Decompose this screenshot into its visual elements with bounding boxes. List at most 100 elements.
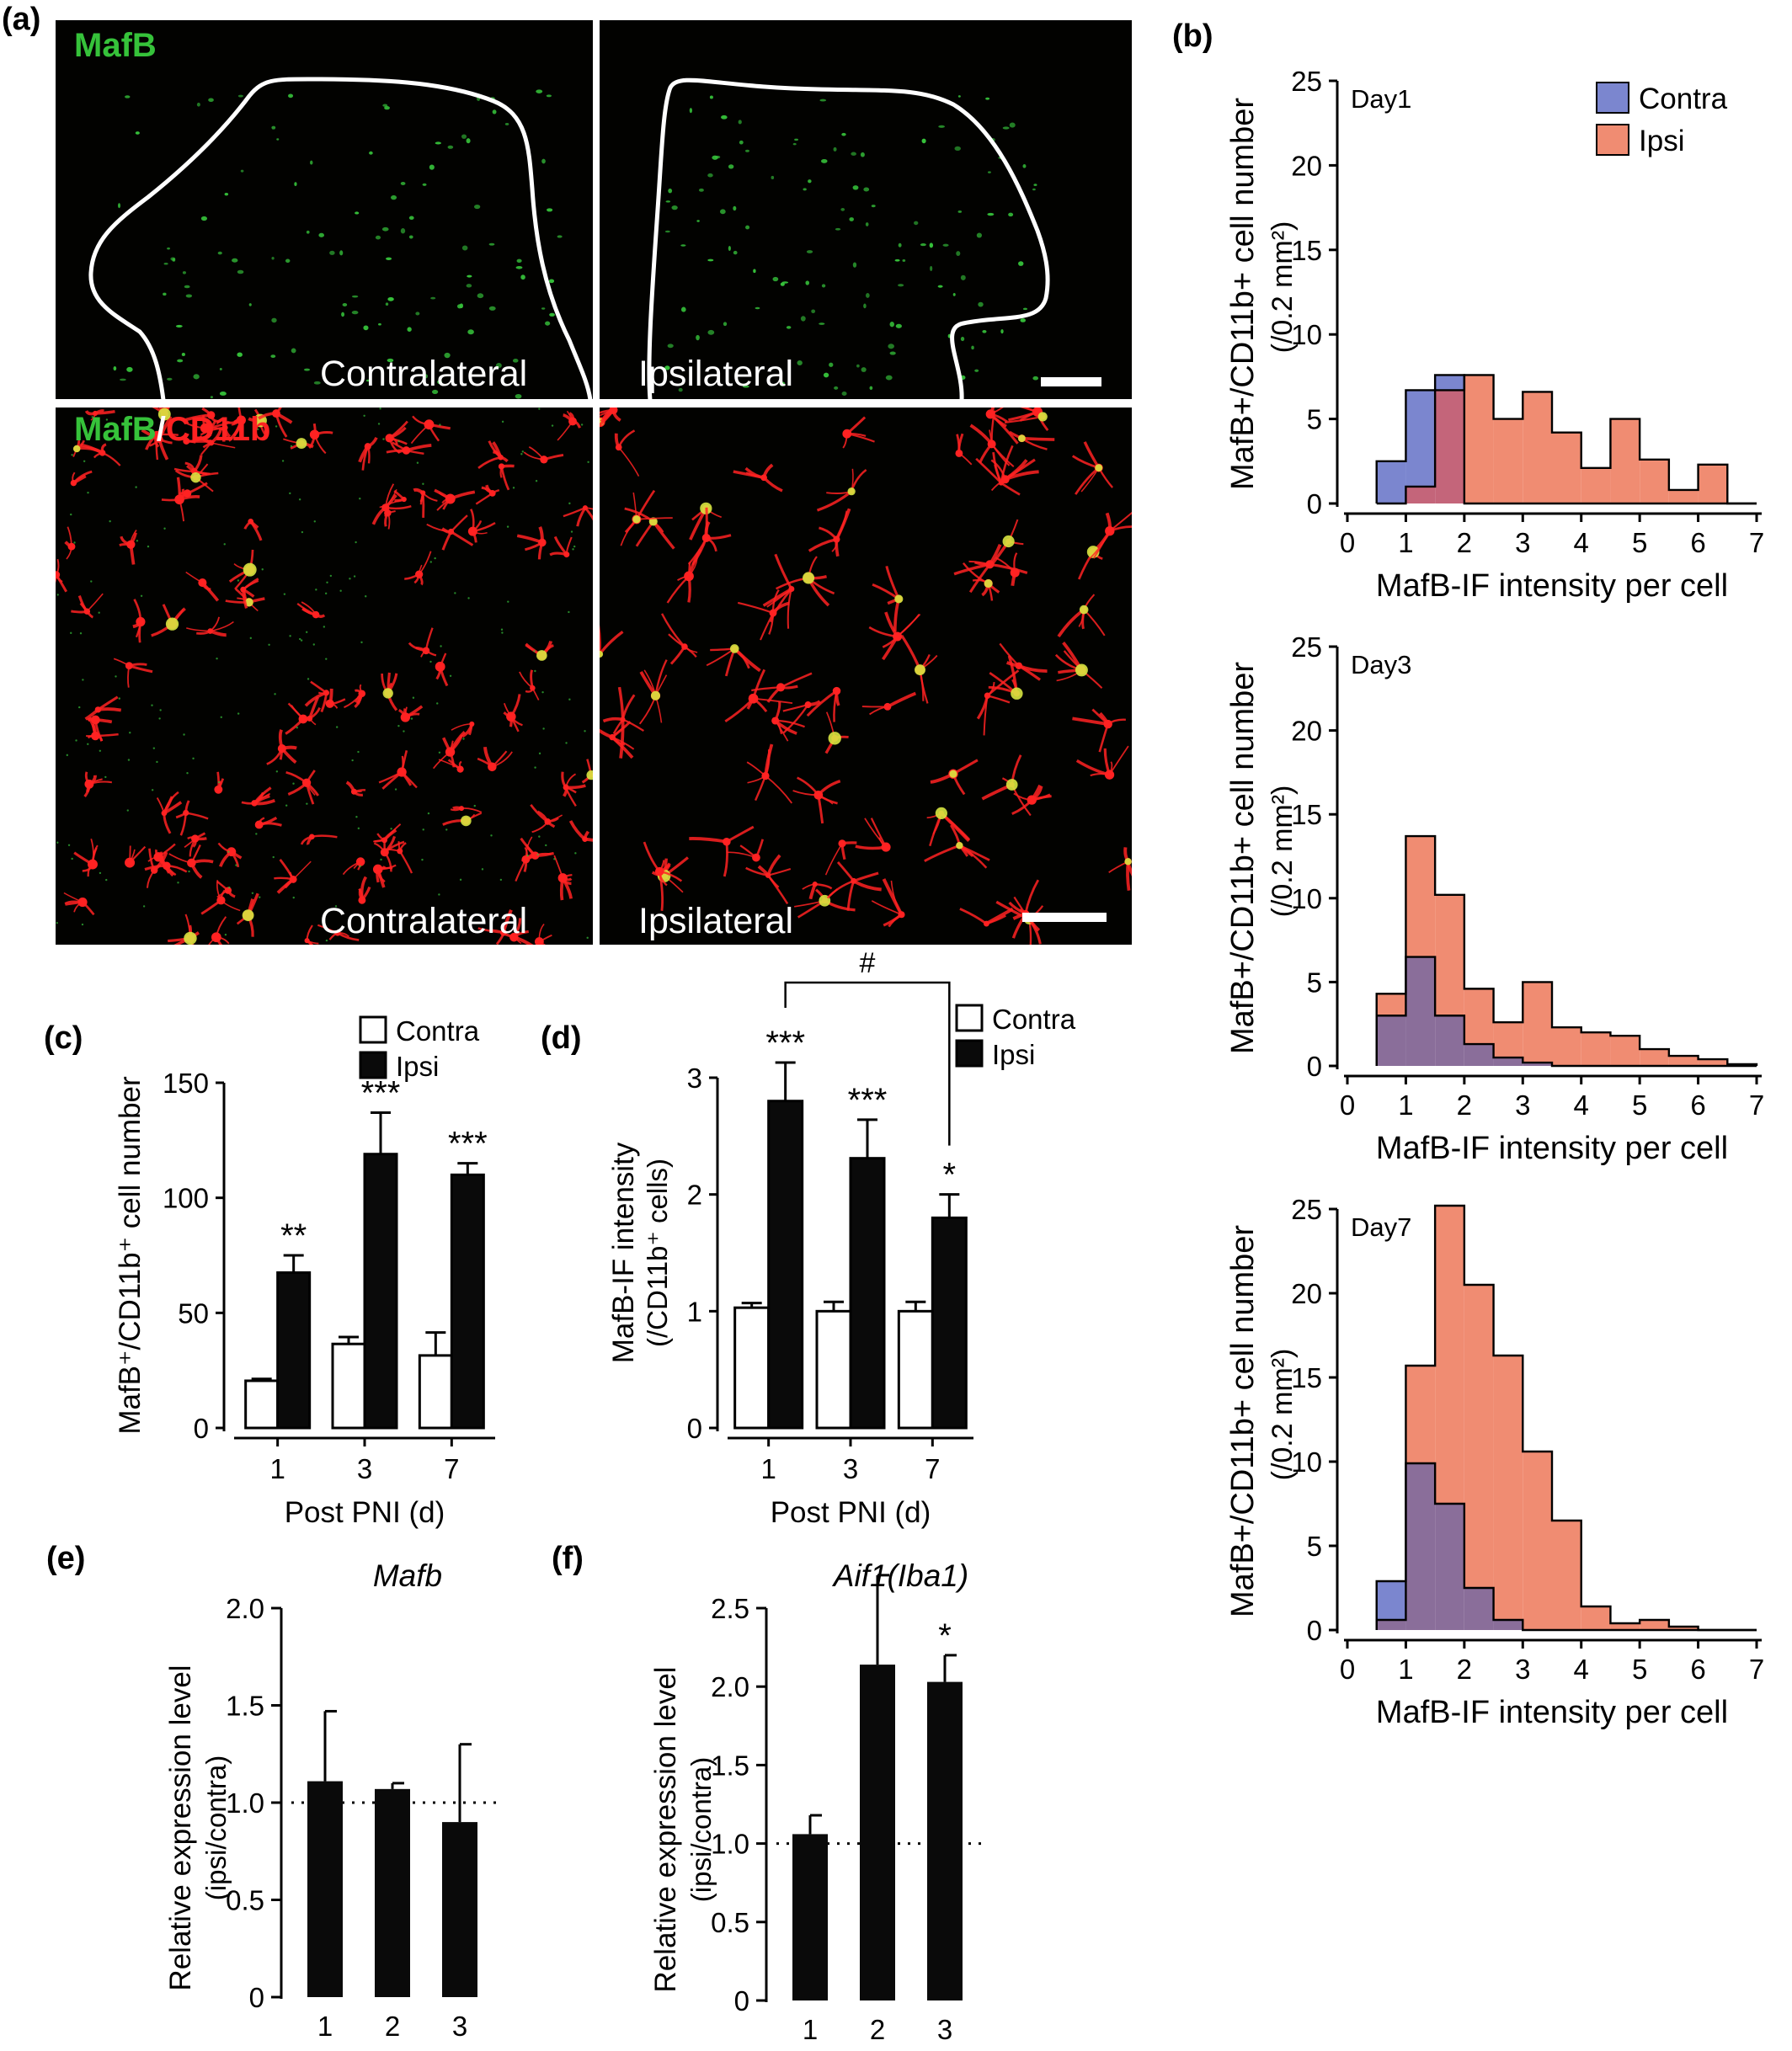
- mafb-speck: [158, 717, 161, 720]
- mafb-nucleus: [974, 369, 979, 372]
- mafb-nucleus: [668, 188, 673, 194]
- cd11b-soma: [307, 715, 313, 722]
- mafb-nucleus: [365, 379, 371, 382]
- mafb-speck: [186, 771, 189, 775]
- mafb-nucleus: [805, 280, 810, 285]
- mafb-nucleus: [310, 160, 313, 165]
- mafb-nucleus: [318, 232, 325, 237]
- caption-ipsilateral-bottom: Ipsilateral: [638, 901, 794, 941]
- ipsi-bin: [1640, 459, 1669, 503]
- cd11b-soma: [898, 911, 905, 919]
- x-tick-label: 3: [937, 2014, 952, 2045]
- mafb-nucleus: [753, 269, 756, 274]
- mafb-cd11b-colocalization: [382, 688, 393, 699]
- cd11b-soma: [498, 463, 505, 470]
- contra-bin: [1435, 375, 1464, 391]
- mafb-nucleus: [276, 138, 280, 141]
- mafb-cd11b-colocalization: [1018, 434, 1026, 443]
- mafb-speck: [412, 696, 415, 699]
- mafb-speck: [227, 850, 230, 853]
- mafb-nucleus: [902, 259, 906, 262]
- ipsi-bin: [1581, 1606, 1611, 1630]
- y-axis-label-units: (/0.2 mm²): [1267, 786, 1299, 918]
- mafb-nucleus: [938, 125, 945, 128]
- mafb-speck: [538, 835, 541, 838]
- mafb-nucleus: [733, 250, 738, 255]
- cd11b-process: [1000, 445, 1014, 483]
- mafb-nucleus: [126, 366, 133, 372]
- mafb-nucleus: [181, 352, 185, 356]
- ipsi-bin: [1610, 418, 1640, 503]
- x-tick-label: 6: [1690, 1089, 1705, 1121]
- mafb-speck: [274, 693, 276, 695]
- mafb-nucleus: [271, 256, 275, 260]
- mafb-speck: [323, 626, 326, 628]
- mafb-speck: [329, 574, 333, 578]
- y-axis-label: MafB-IF intensity: [607, 1142, 640, 1363]
- ipsi-bin: [1581, 467, 1611, 503]
- stain-mafb: MafB: [74, 411, 157, 448]
- cd11b-soma: [752, 853, 760, 862]
- y-axis-label: MafB+/CD11b+ cell number: [1225, 98, 1261, 490]
- cd11b-soma: [530, 685, 536, 691]
- mafb-nucleus: [871, 205, 876, 208]
- mafb-speck: [568, 502, 571, 505]
- mafb-speck: [140, 594, 143, 597]
- mafb-speck: [67, 844, 71, 846]
- mafb-speck: [307, 678, 310, 680]
- legend-swatch-ipsi: [1596, 124, 1629, 156]
- contra-bin: [1405, 390, 1436, 487]
- mafb-cd11b-colocalization: [915, 664, 925, 676]
- mafb-speck: [87, 491, 89, 494]
- mafb-nucleus: [167, 247, 170, 250]
- mafb-speck: [439, 424, 441, 426]
- mafb-speck: [66, 754, 69, 757]
- mafb-nucleus: [495, 362, 502, 369]
- mafb-speck: [275, 770, 279, 773]
- x-tick-label: 5: [1632, 527, 1647, 558]
- significance-marker: ***: [848, 1082, 888, 1119]
- mafb-speck: [541, 690, 544, 694]
- mafb-speck: [136, 540, 139, 542]
- cd11b-soma: [277, 744, 286, 754]
- x-axis-label: Post PNI (d): [771, 1496, 931, 1529]
- mafb-speck: [429, 561, 432, 563]
- mafb-speck: [251, 892, 254, 894]
- mafb-nucleus: [208, 98, 214, 103]
- mafb-speck: [56, 594, 59, 596]
- overlap-bin: [1523, 1063, 1552, 1066]
- ipsi-bar: [363, 1153, 398, 1430]
- bar-chart-c: ** 1 *** 3 *** 7 0 50 100 150 Post PNI (d) MafB⁺/CD…: [114, 1015, 495, 1529]
- y-tick-label: 0.5: [226, 1885, 264, 1916]
- cd11b-soma: [161, 810, 168, 817]
- mafb-nucleus: [987, 212, 995, 216]
- mafb-speck: [126, 809, 129, 812]
- mafb-speck: [507, 600, 509, 603]
- mafb-speck: [416, 461, 419, 464]
- mafb-nucleus: [210, 396, 213, 399]
- mafb-speck: [256, 428, 259, 430]
- mafb-speck: [118, 697, 120, 700]
- mafb-nucleus: [863, 303, 867, 309]
- mafb-nucleus: [742, 385, 749, 388]
- cd11b-soma: [56, 571, 61, 578]
- mafb-cd11b-colocalization: [296, 438, 307, 450]
- cd11b-soma: [358, 690, 366, 698]
- mafb-nucleus: [415, 312, 420, 316]
- cd11b-soma: [94, 706, 102, 713]
- mafb-speck: [283, 593, 286, 595]
- mafb-speck: [490, 834, 493, 837]
- mafb-speck: [228, 886, 231, 889]
- cd11b-soma: [187, 858, 196, 868]
- mafb-speck: [285, 804, 288, 807]
- mafb-speck: [326, 581, 328, 583]
- mafb-nucleus: [369, 151, 373, 155]
- mafb-nucleus: [329, 250, 335, 255]
- mafb-speck: [339, 589, 342, 592]
- mafb-nucleus: [294, 182, 297, 186]
- mafb-speck: [422, 482, 424, 485]
- y-tick-label: 20: [1291, 1278, 1322, 1309]
- caption-contralateral-bottom: Contralateral: [320, 901, 528, 941]
- mafb-nucleus: [1009, 122, 1016, 128]
- y-axis-label-units: (ipsi/contra): [200, 1755, 232, 1900]
